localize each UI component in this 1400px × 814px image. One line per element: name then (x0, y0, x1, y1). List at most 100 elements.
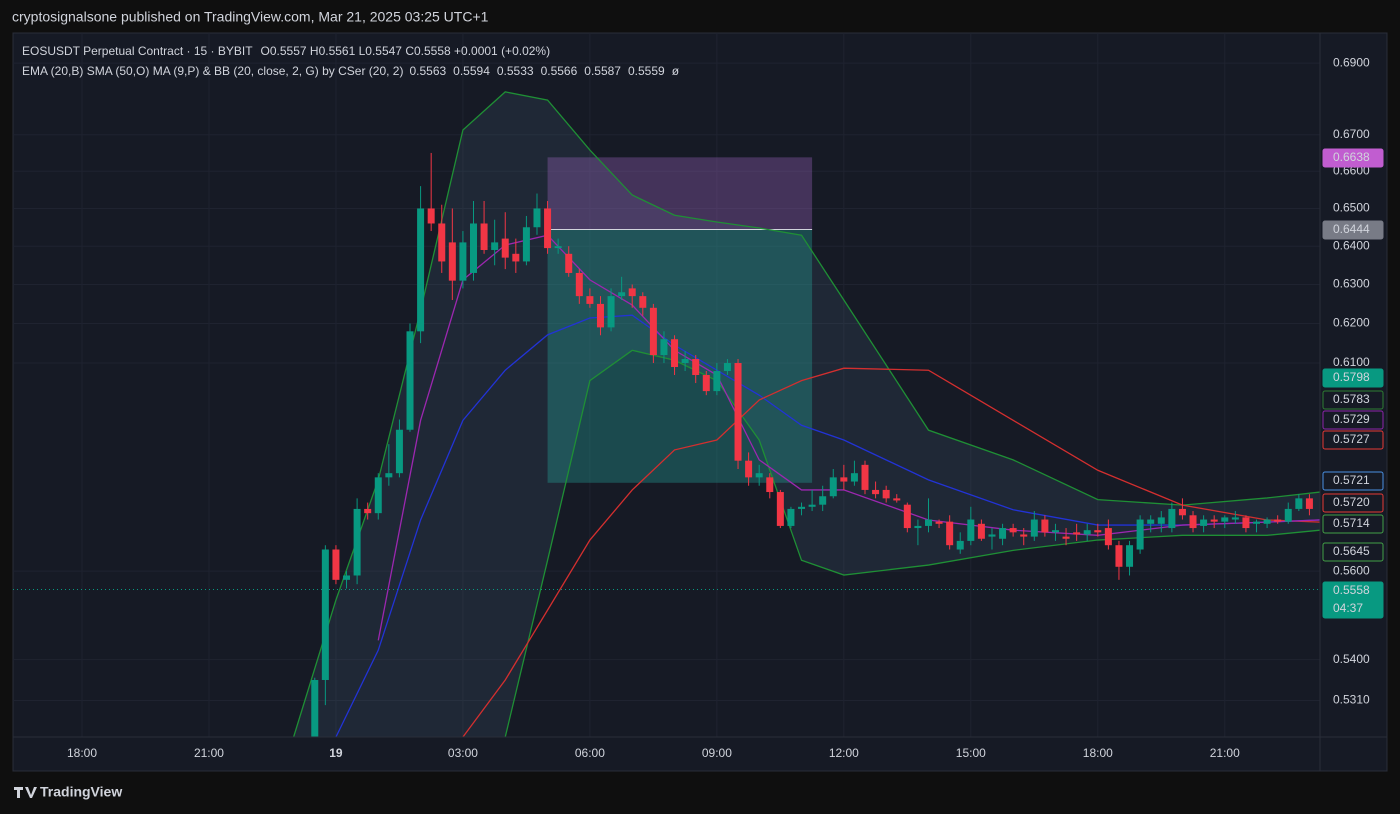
candle-body (417, 208, 425, 332)
candle-body (1073, 532, 1081, 535)
candle-body (1178, 508, 1186, 516)
candle-body (649, 307, 657, 356)
candle-body (1221, 517, 1229, 522)
candle-body (607, 296, 615, 328)
candle-body (1305, 498, 1313, 509)
logo (14, 787, 37, 798)
candle-body (1242, 517, 1250, 529)
price-tag-label: 0.5558 (1333, 583, 1370, 597)
legend-title: EOSUSDT Perpetual Contract · 15 · BYBIT (22, 44, 253, 58)
x-tick-label: 15:00 (956, 746, 986, 760)
x-tick-label: 18:00 (67, 746, 97, 760)
x-tick-label: 09:00 (702, 746, 732, 760)
price-tag (1322, 471, 1384, 491)
candle-body (321, 549, 329, 680)
candle-body (406, 331, 414, 430)
y-tick-label: 0.6700 (1333, 127, 1370, 141)
price-tag (1322, 410, 1384, 430)
band-fill (293, 91, 1320, 737)
price-tag (1322, 493, 1384, 513)
candle-body (596, 303, 604, 328)
candle-body (1253, 521, 1261, 524)
candle-body (692, 359, 700, 376)
price-tag (1322, 581, 1384, 619)
candle-body (575, 272, 583, 297)
y-tick-label: 0.5400 (1333, 652, 1370, 666)
x-tick-label: 06:00 (575, 746, 605, 760)
candle-body (1157, 517, 1165, 524)
candle-body (903, 504, 911, 529)
indicator-value: 0.5559 (628, 64, 665, 78)
candle-body (1210, 519, 1218, 522)
candle-body (565, 253, 573, 273)
candle-body (723, 363, 731, 372)
indicator-value: 0.5563 (409, 64, 446, 78)
candle-body (1051, 530, 1059, 533)
candle-body (343, 575, 351, 580)
candle-body (681, 359, 689, 364)
candle-body (395, 429, 403, 474)
candle-body (861, 464, 869, 490)
candle-body (533, 208, 541, 228)
candle-body (364, 508, 372, 514)
candle-body (1041, 519, 1049, 533)
candle-body (935, 521, 943, 524)
candle-body (618, 292, 626, 297)
candle-body (522, 227, 530, 262)
y-tick-label: 0.6500 (1333, 201, 1370, 215)
candle-body (713, 371, 721, 392)
candle-body (1295, 498, 1303, 509)
candle-body (914, 525, 922, 529)
header: cryptosignalsone published on TradingVie… (12, 9, 489, 25)
candle-body (491, 242, 499, 250)
x-tick-label: 21:00 (194, 746, 224, 760)
candle-body (332, 549, 340, 580)
price-tag-label: 0.6444 (1333, 222, 1370, 236)
candle-body (1168, 508, 1176, 529)
candle-body (1030, 519, 1038, 537)
y-tick-label: 0.6400 (1333, 238, 1370, 252)
indicator-value: ø (672, 64, 680, 78)
candle-body (385, 473, 393, 478)
candle-body (1284, 508, 1292, 522)
candle-body (586, 296, 594, 304)
candle-body (988, 534, 996, 537)
candle-body (374, 477, 382, 514)
legend-indicators: EMA (20,B) SMA (50,O) MA (9,P) & BB (20,… (22, 64, 403, 78)
y-tick-label: 0.5600 (1333, 563, 1370, 577)
candle-body (1094, 530, 1102, 533)
candle-body (1126, 545, 1134, 567)
candle-body (544, 208, 552, 249)
plot (13, 33, 1320, 737)
price-tag-label: 0.6638 (1333, 150, 1370, 164)
candle-body (1147, 519, 1155, 524)
candle-body (956, 540, 964, 550)
candle-body (1274, 519, 1282, 522)
candle-body (946, 521, 954, 546)
price-tag (1322, 514, 1384, 534)
candle-body (1062, 536, 1070, 539)
candle-body (745, 460, 753, 478)
indicator-line (504, 349, 1320, 737)
candle-body (819, 496, 827, 505)
candle-body (850, 473, 858, 482)
candle-body (840, 477, 848, 482)
y-tick-label: 0.6300 (1333, 277, 1370, 291)
x-tick-label: 03:00 (448, 746, 478, 760)
candle-body (829, 477, 837, 497)
chart-panel (12, 32, 1388, 772)
candle-body (628, 288, 636, 297)
candle-body (893, 498, 901, 501)
candle-body (1189, 515, 1197, 529)
candle-body (734, 363, 742, 461)
candle-body (872, 489, 880, 495)
candle-body (882, 489, 890, 499)
price-tag (1322, 368, 1384, 388)
candle-body (512, 253, 520, 262)
candle-body (353, 508, 361, 576)
candle-body (977, 523, 985, 539)
candle-body (660, 339, 668, 356)
candle-body (459, 242, 467, 281)
candle-body (469, 223, 477, 273)
